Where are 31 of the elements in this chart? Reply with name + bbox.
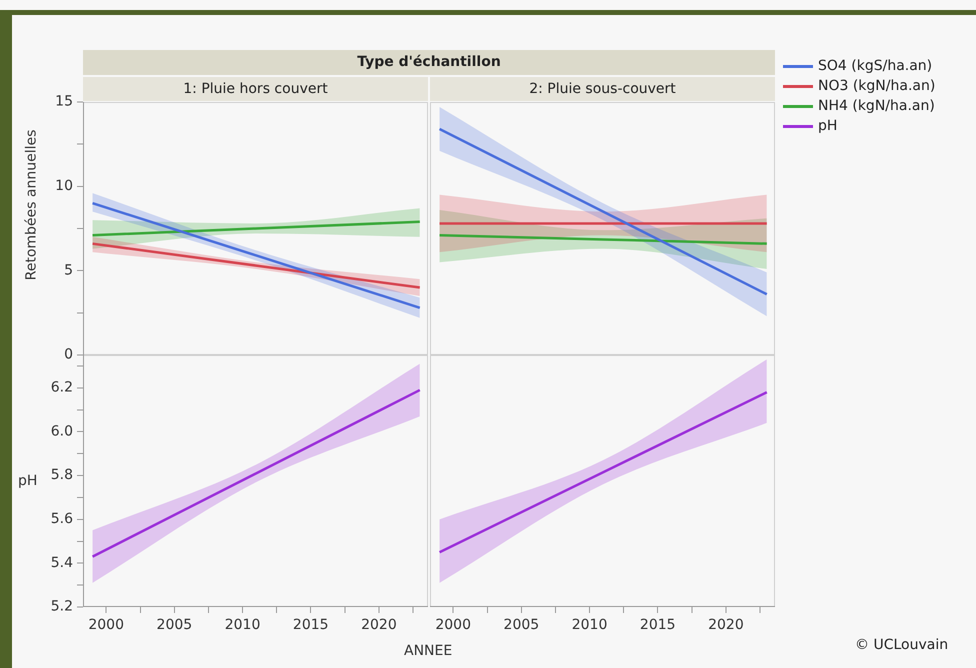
- x-tick-label: 2005: [504, 617, 540, 634]
- x-tick-label: 2010: [224, 617, 260, 634]
- y-tick-label: 5: [64, 262, 73, 278]
- legend-label: NH4 (kgN/ha.an): [817, 97, 936, 116]
- x-tick-label: 2005: [156, 617, 192, 634]
- y-tick-label: 5.8: [50, 467, 73, 484]
- x-tick-label: 2015: [292, 617, 329, 634]
- x-tick-label: 2015: [640, 617, 676, 634]
- legend-label: pH: [817, 117, 838, 136]
- x-tick-label: 2000: [435, 617, 471, 634]
- y-tick-label: 5.2: [50, 598, 73, 615]
- y-tick-label: 5.6: [50, 510, 74, 527]
- chart-title: Type d'échantillon: [83, 50, 775, 75]
- y-tick-label: 0: [64, 346, 73, 363]
- y-tick-label: 15: [55, 94, 73, 110]
- y-axis-title: pH: [18, 473, 38, 489]
- y-tick-label: 6.2: [50, 380, 73, 396]
- legend-label: SO4 (kgS/ha.an): [817, 57, 934, 76]
- x-tick-label: 2000: [88, 617, 124, 634]
- x-tick-label: 2020: [361, 617, 397, 634]
- legend-label: NO3 (kgN/ha.an): [817, 77, 936, 96]
- chart-subtitle: 2: Pluie sous-couvert: [430, 77, 775, 101]
- y-tick-label: 6.0: [50, 423, 73, 440]
- text: © UCLouvain: [855, 637, 948, 653]
- x-tick-label: 2010: [572, 617, 608, 634]
- x-tick-label: 2020: [708, 617, 744, 634]
- y-tick-label: 10: [55, 178, 73, 194]
- y-tick-label: 5.4: [50, 554, 74, 571]
- chart-subtitle: 1: Pluie hors couvert: [83, 77, 428, 101]
- x-axis-title: ANNEE: [404, 643, 452, 659]
- y-axis-title: Retombées annuelles: [22, 130, 39, 280]
